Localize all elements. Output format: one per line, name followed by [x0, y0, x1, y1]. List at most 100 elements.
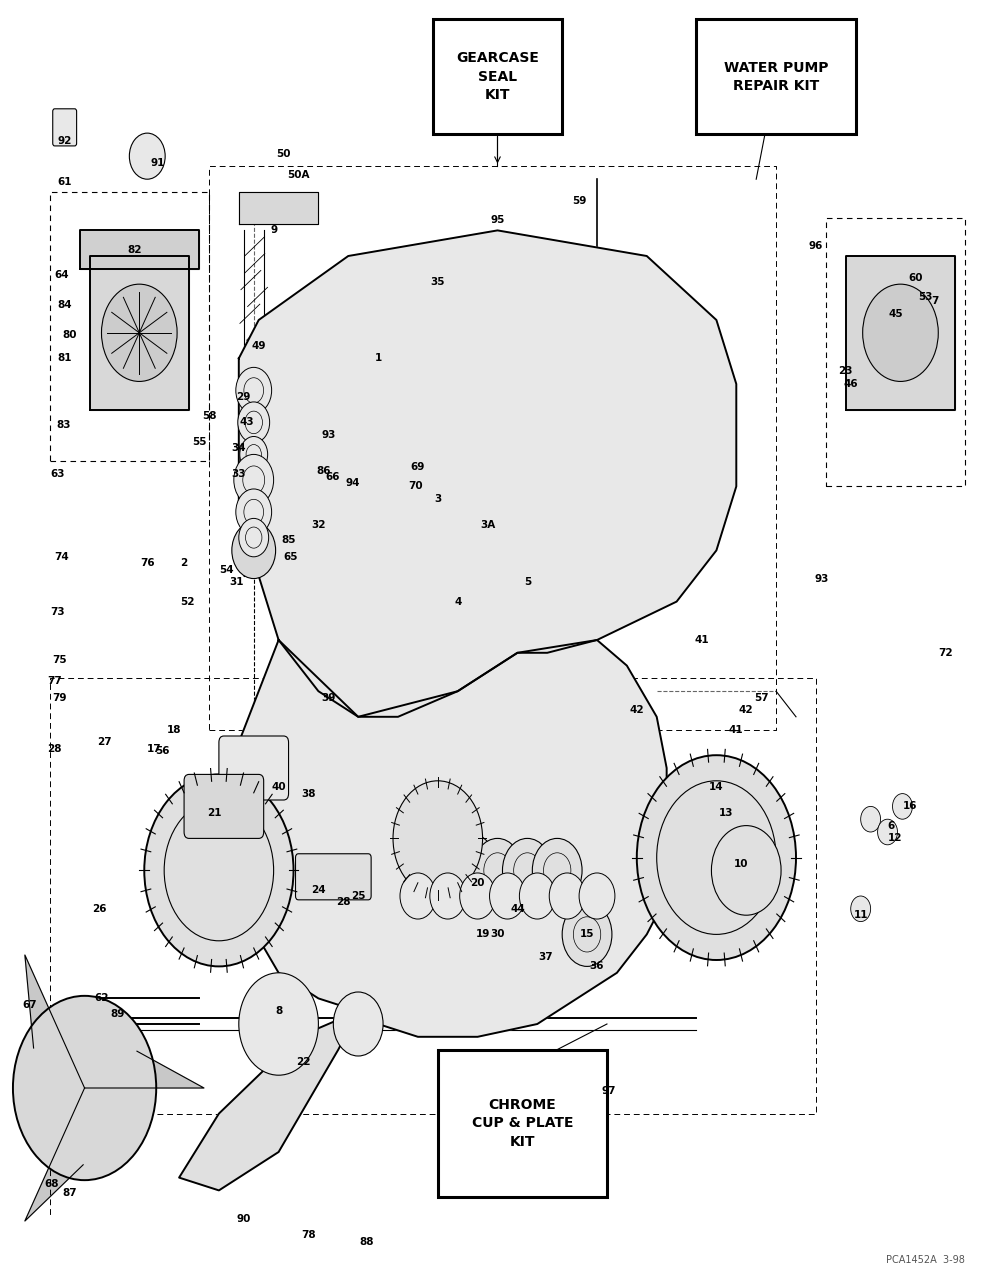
Text: 45: 45: [888, 308, 902, 319]
Text: 69: 69: [411, 462, 424, 472]
Circle shape: [234, 454, 273, 506]
Text: 39: 39: [321, 692, 335, 703]
Text: 22: 22: [296, 1057, 310, 1068]
Text: 60: 60: [908, 273, 921, 283]
Circle shape: [860, 806, 880, 832]
Text: 67: 67: [23, 1000, 37, 1010]
Circle shape: [393, 781, 482, 896]
Circle shape: [636, 755, 795, 960]
Polygon shape: [25, 955, 84, 1088]
Text: 54: 54: [220, 564, 234, 575]
Text: 7: 7: [930, 296, 938, 306]
Text: 14: 14: [709, 782, 723, 792]
Text: 26: 26: [92, 904, 106, 914]
Text: 70: 70: [409, 481, 422, 492]
Text: 50A: 50A: [287, 170, 309, 180]
Text: 49: 49: [251, 340, 265, 351]
Bar: [437, 1050, 606, 1197]
Text: 41: 41: [694, 635, 708, 645]
Bar: [696, 19, 855, 134]
Circle shape: [437, 832, 497, 909]
FancyBboxPatch shape: [53, 109, 77, 146]
Text: 25: 25: [351, 891, 365, 901]
Text: 46: 46: [843, 379, 857, 389]
Text: 24: 24: [311, 884, 325, 895]
Circle shape: [877, 819, 897, 845]
Text: 55: 55: [192, 436, 206, 447]
Text: 31: 31: [230, 577, 244, 588]
Polygon shape: [239, 192, 318, 224]
Text: 72: 72: [937, 648, 951, 658]
Circle shape: [489, 873, 525, 919]
Text: 10: 10: [734, 859, 747, 869]
Text: 79: 79: [53, 692, 67, 703]
Text: 34: 34: [232, 443, 246, 453]
Text: 21: 21: [207, 808, 221, 818]
Circle shape: [101, 284, 177, 381]
Text: 75: 75: [53, 655, 67, 666]
Text: 28: 28: [336, 897, 350, 908]
FancyBboxPatch shape: [295, 854, 371, 900]
Circle shape: [532, 838, 581, 902]
Text: 94: 94: [346, 477, 360, 488]
Text: 63: 63: [51, 468, 65, 479]
Circle shape: [429, 873, 465, 919]
Text: 56: 56: [155, 746, 169, 756]
Circle shape: [502, 838, 552, 902]
Text: 42: 42: [739, 705, 752, 716]
Text: 27: 27: [97, 737, 111, 748]
Text: 37: 37: [538, 952, 552, 963]
Circle shape: [144, 774, 293, 966]
Circle shape: [711, 826, 780, 915]
Text: 40: 40: [271, 782, 285, 792]
Circle shape: [240, 436, 267, 472]
Text: WATER PUMP
REPAIR KIT: WATER PUMP REPAIR KIT: [723, 60, 828, 93]
Circle shape: [459, 873, 495, 919]
Text: 86: 86: [316, 466, 330, 476]
Text: 23: 23: [838, 366, 852, 376]
Text: 97: 97: [601, 1085, 615, 1096]
Text: 6: 6: [886, 820, 894, 831]
Text: 95: 95: [490, 215, 504, 225]
Circle shape: [236, 489, 271, 535]
FancyBboxPatch shape: [219, 736, 288, 800]
FancyBboxPatch shape: [184, 774, 263, 838]
Text: 3A: 3A: [479, 520, 495, 530]
Polygon shape: [845, 256, 954, 410]
Text: 28: 28: [48, 744, 62, 754]
Circle shape: [862, 284, 937, 381]
Polygon shape: [25, 1088, 84, 1221]
Text: 4: 4: [453, 596, 461, 607]
Text: 88: 88: [359, 1236, 373, 1247]
Text: 81: 81: [58, 353, 72, 364]
Circle shape: [238, 402, 269, 443]
Text: 87: 87: [63, 1188, 77, 1198]
Circle shape: [892, 794, 911, 819]
Circle shape: [400, 873, 435, 919]
Text: 38: 38: [301, 788, 315, 799]
Text: 76: 76: [140, 558, 154, 568]
Text: 9: 9: [269, 225, 277, 236]
Text: 66: 66: [325, 472, 339, 483]
Polygon shape: [239, 230, 736, 717]
Text: 92: 92: [58, 136, 72, 146]
Text: 64: 64: [55, 270, 69, 280]
Polygon shape: [84, 1051, 204, 1088]
Text: 52: 52: [180, 596, 194, 607]
Text: 90: 90: [237, 1213, 250, 1224]
Circle shape: [239, 973, 318, 1075]
Text: 78: 78: [301, 1230, 315, 1240]
Text: 19: 19: [475, 929, 489, 940]
Text: GEARCASE
SEAL
KIT: GEARCASE SEAL KIT: [455, 51, 539, 102]
Text: 93: 93: [814, 573, 828, 584]
Text: 96: 96: [808, 241, 822, 251]
Polygon shape: [179, 1011, 358, 1190]
Text: 13: 13: [719, 808, 733, 818]
Text: 85: 85: [281, 535, 295, 545]
Circle shape: [519, 873, 555, 919]
Text: 58: 58: [202, 411, 216, 421]
Text: 5: 5: [523, 577, 531, 588]
Text: 74: 74: [55, 552, 69, 562]
Circle shape: [13, 996, 156, 1180]
Text: 84: 84: [58, 300, 72, 310]
